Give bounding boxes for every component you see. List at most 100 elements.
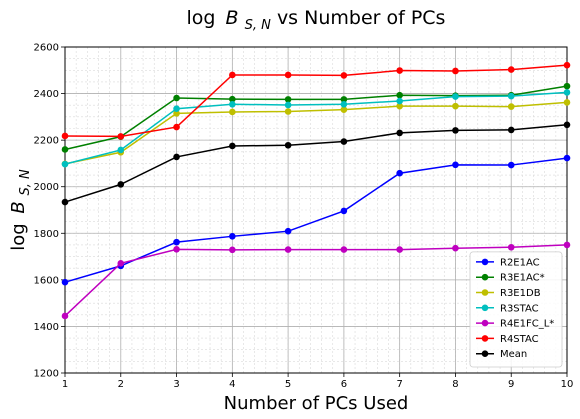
ylabel-var: B xyxy=(8,201,29,213)
data-point xyxy=(173,246,180,253)
data-point xyxy=(61,160,69,168)
series-line xyxy=(64,157,568,283)
series-layer xyxy=(61,61,571,320)
series-Mean xyxy=(61,121,571,206)
y-axis-label: log B S, N xyxy=(8,169,33,251)
data-point xyxy=(284,246,292,253)
y-tick-label: 1800 xyxy=(34,229,59,240)
data-point xyxy=(396,169,403,177)
x-tick-label: 5 xyxy=(285,379,291,390)
data-point xyxy=(396,97,403,105)
legend-item: R3STAC xyxy=(476,303,539,314)
data-point xyxy=(452,127,459,134)
legend-marker xyxy=(481,258,489,266)
data-point xyxy=(340,246,348,253)
series-R4STAC xyxy=(61,61,571,140)
series-line xyxy=(64,85,568,151)
ylabel-log: log xyxy=(8,223,29,250)
data-point xyxy=(563,99,571,106)
series-R3STAC xyxy=(61,89,571,168)
legend-label: R4STAC xyxy=(500,334,539,345)
y-tick-label: 1400 xyxy=(34,322,59,333)
data-point xyxy=(229,95,236,103)
ylabel-sub: S, N xyxy=(18,169,33,196)
data-point xyxy=(507,103,515,110)
series-line xyxy=(64,64,568,138)
data-point xyxy=(117,146,125,154)
data-point xyxy=(507,92,515,100)
data-point xyxy=(340,72,348,79)
legend-marker xyxy=(481,273,489,281)
x-tick-label: 9 xyxy=(508,379,514,390)
data-point xyxy=(340,138,348,145)
data-point xyxy=(396,67,403,74)
data-point xyxy=(563,241,571,249)
data-point xyxy=(61,198,69,206)
data-point xyxy=(173,105,180,113)
y-tick-label: 2000 xyxy=(34,182,59,193)
data-point xyxy=(284,71,292,79)
title-log: log xyxy=(187,7,216,29)
series-R3E1DB xyxy=(61,99,571,168)
data-point xyxy=(284,227,292,235)
x-tick-label: 8 xyxy=(452,379,458,390)
legend-marker xyxy=(481,304,489,312)
data-point xyxy=(173,94,180,102)
series-line xyxy=(64,101,568,165)
data-point xyxy=(173,238,180,246)
data-point xyxy=(229,142,236,150)
data-point xyxy=(507,243,515,251)
data-point xyxy=(507,66,515,73)
x-tick-label: 4 xyxy=(229,379,235,390)
data-point xyxy=(340,106,348,113)
legend-label: R3STAC xyxy=(500,303,539,314)
data-point xyxy=(61,312,69,320)
data-point xyxy=(284,108,292,115)
legend-item: R4E1FC_L* xyxy=(476,319,554,330)
data-point xyxy=(229,233,236,240)
data-point xyxy=(340,96,348,103)
x-tick-label: 7 xyxy=(396,379,402,390)
legend-label: R3E1DB xyxy=(500,288,541,299)
data-point xyxy=(229,246,236,254)
data-point xyxy=(117,260,125,267)
legend-label: R3E1AC* xyxy=(500,273,545,284)
chart-title: log B S, N vs Number of PCs xyxy=(187,7,446,34)
y-tick-label: 2600 xyxy=(34,43,59,54)
legend-label: Mean xyxy=(500,349,527,360)
data-point xyxy=(452,244,459,252)
title-suffix: vs Number of PCs xyxy=(277,7,446,29)
legend-marker xyxy=(481,289,489,296)
legend-item: R2E1AC xyxy=(476,257,540,268)
legend-item: R3E1DB xyxy=(476,288,541,299)
data-point xyxy=(173,123,180,131)
data-point xyxy=(173,153,180,161)
series-R4E1FC_L* xyxy=(61,241,571,320)
x-tick-label: 2 xyxy=(118,379,124,390)
legend-item: Mean xyxy=(476,349,527,360)
data-point xyxy=(229,108,236,116)
y-tick-label: 2400 xyxy=(34,89,59,100)
legend-item: R4STAC xyxy=(476,334,539,345)
legend-item: R3E1AC* xyxy=(476,273,545,284)
x-tick-label: 3 xyxy=(173,379,179,390)
data-point xyxy=(563,82,571,90)
x-tick-label: 6 xyxy=(341,379,347,390)
data-point xyxy=(452,102,459,110)
legend-marker xyxy=(481,335,489,342)
legend-marker xyxy=(481,319,489,327)
data-point xyxy=(61,278,69,286)
data-point xyxy=(117,133,125,140)
data-point xyxy=(563,89,571,96)
data-point xyxy=(284,101,292,109)
data-point xyxy=(229,71,236,79)
legend: R2E1AC R3E1AC* R3E1DB R3STAC R4E1FC_L* R4STAC… xyxy=(469,251,563,368)
data-point xyxy=(61,146,69,153)
data-point xyxy=(61,132,69,140)
data-point xyxy=(563,121,571,129)
data-point xyxy=(563,61,571,69)
data-point xyxy=(117,181,125,188)
data-point xyxy=(340,207,348,215)
y-tick-label: 1600 xyxy=(34,275,59,286)
